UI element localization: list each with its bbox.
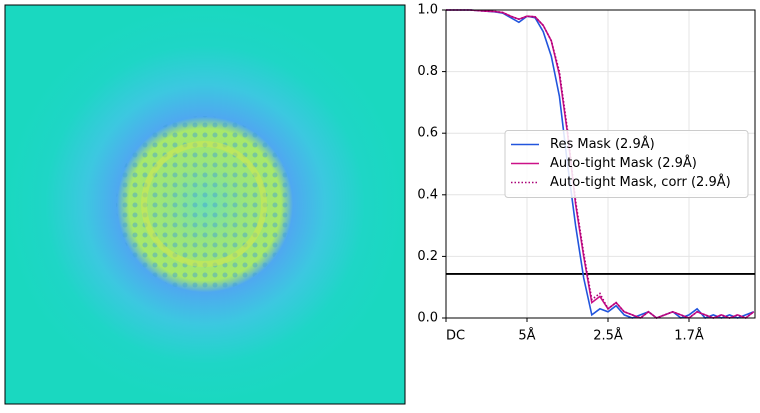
series-line xyxy=(446,9,755,319)
legend: Res Mask (2.9Å) Auto-tight Mask (2.9Å) Aut… xyxy=(504,130,749,198)
y-tick-label: 0.6 xyxy=(417,126,438,141)
x-tick-label: 2.5Å xyxy=(593,328,623,344)
x-tick-label: DC xyxy=(446,329,465,344)
legend-box xyxy=(504,130,749,198)
y-tick-label: 0.0 xyxy=(417,311,438,326)
y-tick-label: 0.8 xyxy=(417,64,438,79)
series-line xyxy=(446,9,755,319)
legend-label: Res Mask (2.9Å) xyxy=(550,136,655,152)
y-tick-label: 1.0 xyxy=(417,3,438,18)
y-tick-label: 0.2 xyxy=(417,249,438,264)
y-tick-label: 0.4 xyxy=(417,187,438,202)
x-tick-label: 5Å xyxy=(518,328,535,344)
plot-frame xyxy=(445,9,756,319)
map-image xyxy=(4,4,406,405)
legend-label: Auto-tight Mask, corr (2.9Å) xyxy=(550,174,731,190)
legend-label: Auto-tight Mask (2.9Å) xyxy=(550,155,697,171)
x-tick-label: 1.7Å xyxy=(674,328,704,344)
